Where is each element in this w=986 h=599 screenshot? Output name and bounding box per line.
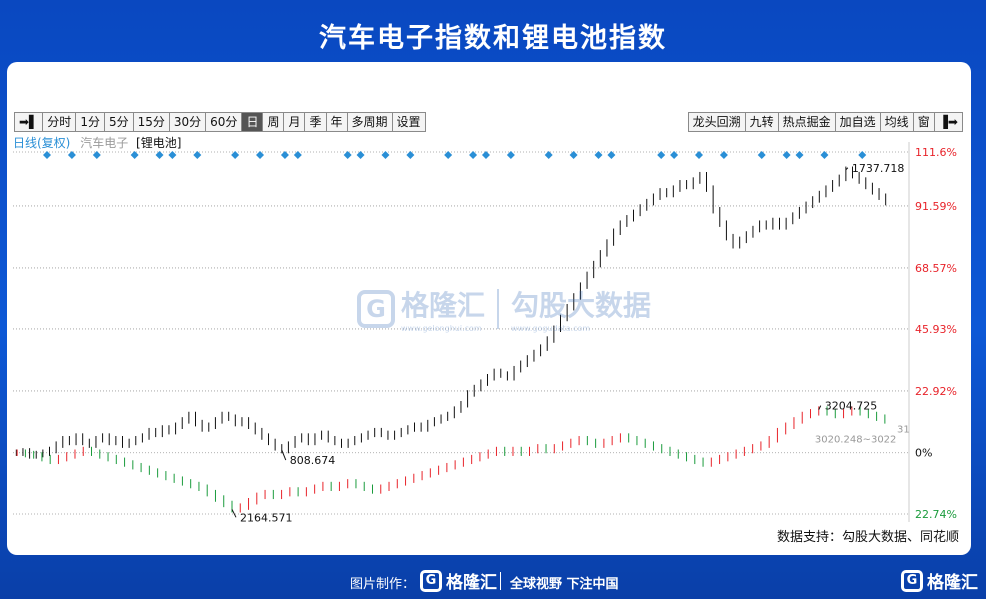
signal-marker-icon-9	[231, 151, 240, 159]
signal-marker-icon-31	[695, 151, 704, 159]
signal-marker-icon-25	[569, 151, 578, 159]
signal-marker-icon-7	[193, 151, 202, 159]
y-tick-label-4: 22.92%	[915, 385, 957, 398]
signal-marker-icon-32	[719, 151, 728, 159]
tool-button-0[interactable]: 龙头回溯	[687, 112, 745, 132]
signal-marker-icon-20	[469, 151, 478, 159]
page-title: 汽车电子指数和锂电池指数	[319, 23, 667, 54]
signal-marker-icon-15	[356, 151, 365, 159]
watermark-divider	[497, 288, 500, 329]
signal-marker-icon-11	[280, 151, 289, 159]
lithium-low-label: 808.674	[290, 454, 336, 467]
period-button-2[interactable]: 1分	[75, 112, 104, 132]
signal-marker-icon-12	[293, 151, 302, 159]
footer-divider	[500, 572, 501, 590]
signal-marker-icon-0	[43, 151, 51, 159]
footer-slogan: 全球视野 下注中国	[510, 577, 619, 592]
kline-chart: 111.6% 91.59% 68.57% 45.93% 22.92% 0% 22.74% 17…	[13, 142, 957, 524]
tool-button-3[interactable]: 加自选	[834, 112, 880, 132]
period-button-3[interactable]: 5分	[103, 112, 133, 132]
period-button-10[interactable]: 季	[304, 112, 326, 132]
tool-button-1[interactable]: 九转	[744, 112, 778, 132]
footer-label: 图片制作：	[350, 577, 416, 592]
signal-marker-icon-21	[481, 151, 490, 159]
y-tick-label-1: 91.59%	[915, 200, 957, 213]
signal-marker-icon-30	[670, 151, 679, 159]
signal-marker-icon-26	[594, 151, 603, 159]
footer-logo: G 格隆汇	[420, 568, 497, 593]
period-button-11[interactable]: 年	[325, 112, 347, 132]
signal-marker-icon-29	[657, 151, 666, 159]
period-button-12[interactable]: 多周期	[346, 112, 392, 132]
y-tick-label-2: 68.57%	[915, 262, 957, 275]
footer-brand: 格隆汇	[446, 573, 497, 593]
signal-marker-icon-17	[406, 151, 415, 159]
watermark-brand: 格隆汇	[401, 289, 486, 322]
footer: 图片制作： G 格隆汇 全球视野 下注中国 G 格隆汇	[0, 566, 986, 596]
auto-high-label: 3204.725	[825, 400, 878, 413]
period-button-5[interactable]: 30分	[168, 112, 206, 132]
signal-marker-icon-36	[795, 151, 804, 159]
data-source: 数据支持：勾股大数据、同花顺	[776, 530, 959, 545]
legend-mode[interactable]: 日线(复权)	[13, 136, 71, 150]
watermark-brand-url: www.gelonghui.com	[401, 324, 482, 333]
signal-marker-icon-6	[168, 151, 177, 159]
watermark-partner: 勾股大数据	[511, 289, 652, 322]
period-button-0[interactable]: ➡▌	[14, 112, 43, 132]
y-tick-label-3: 45.93%	[915, 323, 957, 336]
period-button-6[interactable]: 60分	[205, 112, 242, 132]
auto-edge-label: 31	[897, 424, 910, 435]
corner-logo-icon: G	[901, 569, 923, 592]
signal-marker-icon-37	[820, 151, 829, 159]
signal-marker-icon-34	[757, 151, 766, 159]
tool-button-5[interactable]: 窗	[912, 112, 934, 132]
watermark: G 格隆汇 www.gelonghui.com 勾股大数据 www.goguda…	[357, 284, 651, 333]
auto-low-label: 2164.571	[240, 511, 293, 524]
signal-marker-icon-1	[67, 151, 76, 159]
period-button-1[interactable]: 分时	[42, 112, 76, 132]
lithium-high-label: 1737.718	[852, 162, 905, 175]
signal-marker-icon-14	[343, 151, 352, 159]
signal-marker-icon-5	[155, 151, 164, 159]
lithium-high-label-pointer	[845, 167, 849, 171]
footer-logo-icon: G	[420, 569, 442, 592]
tool-toolbar: 龙头回溯 九转 热点掘金 加自选 均线窗 ▐➡	[687, 112, 963, 132]
period-button-7[interactable]: 日	[241, 112, 263, 132]
tool-button-6[interactable]: ▐➡	[933, 112, 963, 132]
y-tick-label-6: 22.74%	[915, 508, 957, 521]
period-button-4[interactable]: 15分	[132, 112, 169, 132]
auto-range-label: 3020.248~3022	[815, 434, 897, 445]
signal-marker-icon-27	[607, 151, 616, 159]
period-button-8[interactable]: 周	[262, 112, 284, 132]
y-tick-label-5: 0%	[915, 447, 932, 460]
signal-marker-icon-24	[544, 151, 553, 159]
period-button-13[interactable]: 设置	[391, 112, 426, 132]
corner-brand: G 格隆汇	[901, 568, 978, 593]
signal-marker-icon-16	[381, 151, 390, 159]
period-button-9[interactable]: 月	[283, 112, 305, 132]
chart-legend: 日线(复权) 汽车电子 [锂电池]	[13, 134, 181, 151]
signal-marker-icon-10	[256, 151, 265, 159]
corner-brand-name: 格隆汇	[927, 573, 978, 593]
legend-series-auto[interactable]: 汽车电子	[80, 136, 129, 150]
tool-button-4[interactable]: 均线	[879, 112, 913, 132]
y-tick-label-0: 111.6%	[915, 146, 957, 159]
auto-high-label-pointer	[818, 405, 822, 410]
signal-marker-icon-2	[92, 151, 101, 159]
signal-marker-icon-22	[506, 151, 515, 159]
signal-marker-icon-39	[858, 151, 867, 159]
period-toolbar: ➡▌ 分时 1分 5分 15分 30分 60分日周月季年多周期 设置	[14, 112, 426, 132]
signal-marker-icon-35	[782, 151, 791, 159]
tool-button-2[interactable]: 热点掘金	[777, 112, 835, 132]
watermark-partner-url: www.gogudata.com	[511, 324, 591, 333]
signal-marker-icon-19	[444, 151, 453, 159]
chart-card: ➡▌ 分时 1分 5分 15分 30分 60分日周月季年多周期 设置 龙头回溯 九转 热点掘金 加自…	[7, 62, 971, 555]
signal-marker-icon-4	[130, 151, 139, 159]
lithium-low-label-pointer	[281, 449, 287, 461]
auto-low-label-pointer	[231, 509, 237, 518]
watermark-logo-icon: G	[357, 289, 395, 328]
legend-series-lithium[interactable]: [锂电池]	[136, 136, 182, 150]
